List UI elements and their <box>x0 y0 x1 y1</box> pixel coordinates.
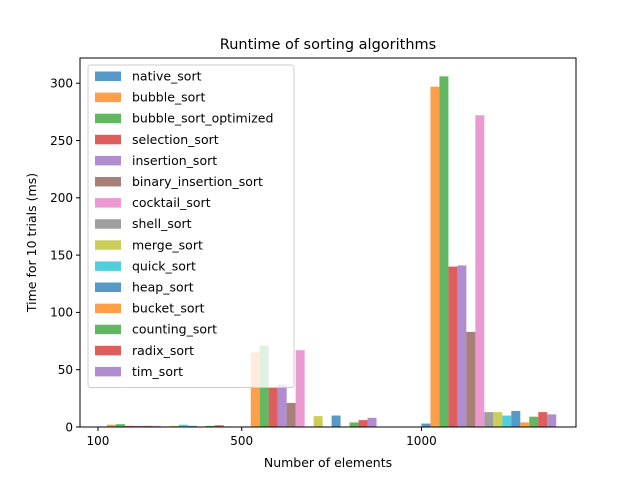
legend-label-insertion_sort: insertion_sort <box>132 153 217 168</box>
bar-native_sort-1000 <box>421 423 431 427</box>
bar-counting_sort-100 <box>205 425 215 427</box>
legend-swatch-native_sort <box>95 71 121 81</box>
bar-counting_sort-1000 <box>529 416 539 427</box>
y-tick-label: 300 <box>50 77 73 91</box>
x-axis-ticks: 100 500 1000 <box>87 427 437 448</box>
bar-heap_sort-1000 <box>511 410 521 427</box>
bar-shell_sort-1000 <box>484 412 494 427</box>
bar-bubble_sort_optimized-100 <box>115 424 125 427</box>
legend-swatch-cocktail_sort <box>95 198 121 208</box>
legend-swatch-shell_sort <box>95 219 121 229</box>
legend-swatch-counting_sort <box>95 324 121 335</box>
bar-bubble_sort-1000 <box>430 86 440 427</box>
bar-quick_sort-100 <box>178 424 188 427</box>
bar-cocktail_sort-100 <box>151 425 161 427</box>
bar-bubble_sort-100 <box>106 424 116 427</box>
bar-cocktail_sort-500 <box>295 350 305 427</box>
x-tick-label: 1000 <box>406 434 437 448</box>
bar-bubble_sort_optimized-1000 <box>439 76 449 428</box>
bar-quick_sort-1000 <box>502 415 512 427</box>
bar-insertion_sort-1000 <box>457 265 467 427</box>
x-tick-label: 500 <box>230 434 253 448</box>
legend-label-selection_sort: selection_sort <box>132 132 219 147</box>
y-tick-label: 200 <box>50 191 73 205</box>
y-tick-label: 0 <box>65 420 73 434</box>
bar-bucket_sort-1000 <box>520 422 530 427</box>
legend-label-bubble_sort_optimized: bubble_sort_optimized <box>132 111 273 126</box>
bar-binary_insertion_sort-500 <box>286 402 296 427</box>
legend-label-binary_insertion_sort: binary_insertion_sort <box>132 174 263 189</box>
legend-swatch-binary_insertion_sort <box>95 177 121 187</box>
legend-swatch-radix_sort <box>95 345 121 356</box>
y-tick-label: 50 <box>58 363 73 377</box>
legend-swatch-selection_sort <box>95 134 121 145</box>
bar-selection_sort-500 <box>268 386 278 427</box>
chart-title: Runtime of sorting algorithms <box>220 37 436 53</box>
legend-swatch-tim_sort <box>95 366 121 377</box>
bar-merge_sort-100 <box>169 425 179 427</box>
bar-selection_sort-1000 <box>448 266 458 427</box>
bar-binary_insertion_sort-1000 <box>466 331 476 427</box>
bar-insertion_sort-500 <box>277 384 287 427</box>
legend-label-bubble_sort: bubble_sort <box>132 90 205 105</box>
legend-swatch-insertion_sort <box>95 155 121 166</box>
x-tick-label: 100 <box>87 434 110 448</box>
legend-swatch-bubble_sort <box>95 92 121 103</box>
bar-radix_sort-1000 <box>538 412 548 427</box>
bar-heap_sort-500 <box>331 415 341 427</box>
legend-swatch-bubble_sort_optimized <box>95 113 121 124</box>
bar-radix_sort-100 <box>214 425 224 427</box>
bar-insertion_sort-100 <box>133 425 143 427</box>
x-axis-label: Number of elements <box>264 455 392 470</box>
legend-swatch-heap_sort <box>95 282 121 292</box>
legend-label-tim_sort: tim_sort <box>132 364 183 379</box>
bar-counting_sort-500 <box>349 422 359 427</box>
bar-radix_sort-500 <box>358 420 368 427</box>
bar-tim_sort-1000 <box>547 414 557 427</box>
legend-label-bucket_sort: bucket_sort <box>132 301 205 316</box>
y-axis-label: Time for 10 trials (ms) <box>24 173 39 313</box>
y-axis-ticks: 0 50 100 150 200 250 300 <box>50 77 80 434</box>
legend-swatch-quick_sort <box>95 261 121 271</box>
bar-bubble_sort-500 <box>250 352 260 427</box>
bar-merge_sort-1000 <box>493 412 503 427</box>
legend-label-native_sort: native_sort <box>132 69 202 84</box>
legend-label-counting_sort: counting_sort <box>132 322 217 337</box>
bar-heap_sort-100 <box>187 425 197 427</box>
legend-swatch-bucket_sort <box>95 303 121 314</box>
bar-cocktail_sort-1000 <box>475 115 485 428</box>
y-tick-label: 100 <box>50 306 73 320</box>
legend-label-heap_sort: heap_sort <box>132 280 194 295</box>
plot-frame <box>79 57 577 428</box>
legend-label-cocktail_sort: cocktail_sort <box>132 195 211 210</box>
legend-label-radix_sort: radix_sort <box>132 343 194 358</box>
legend-label-quick_sort: quick_sort <box>132 258 196 273</box>
legend-box <box>87 64 295 388</box>
bar-binary_insertion_sort-100 <box>142 425 152 427</box>
legend: native_sort bubble_sort bubble_sort_optimi… <box>87 64 295 388</box>
bar-merge_sort-500 <box>313 416 323 427</box>
legend-label-merge_sort: merge_sort <box>132 237 203 252</box>
bar-selection_sort-100 <box>124 425 134 427</box>
legend-label-shell_sort: shell_sort <box>132 216 192 231</box>
legend-swatch-merge_sort <box>95 240 121 250</box>
bar-tim_sort-500 <box>367 417 377 427</box>
y-tick-label: 250 <box>50 134 73 148</box>
y-tick-label: 150 <box>50 248 73 262</box>
